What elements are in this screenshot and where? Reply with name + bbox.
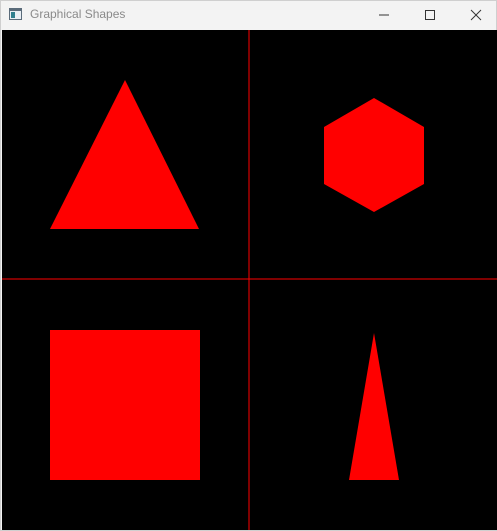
maximize-icon — [425, 10, 435, 20]
app-window-icon — [9, 8, 22, 20]
window-title: Graphical Shapes — [30, 7, 126, 21]
hexagon-shape — [324, 98, 424, 212]
square-shape — [50, 330, 200, 480]
shapes-svg — [2, 30, 497, 530]
close-button[interactable] — [453, 1, 497, 29]
minimize-button[interactable] — [361, 1, 407, 29]
drawing-canvas — [2, 30, 497, 530]
triangle-shape — [50, 80, 199, 229]
title-bar[interactable]: Graphical Shapes — [1, 1, 496, 29]
narrow-triangle-shape — [349, 333, 399, 480]
minimize-icon — [379, 14, 389, 16]
maximize-button[interactable] — [407, 1, 453, 29]
close-icon — [470, 9, 482, 21]
